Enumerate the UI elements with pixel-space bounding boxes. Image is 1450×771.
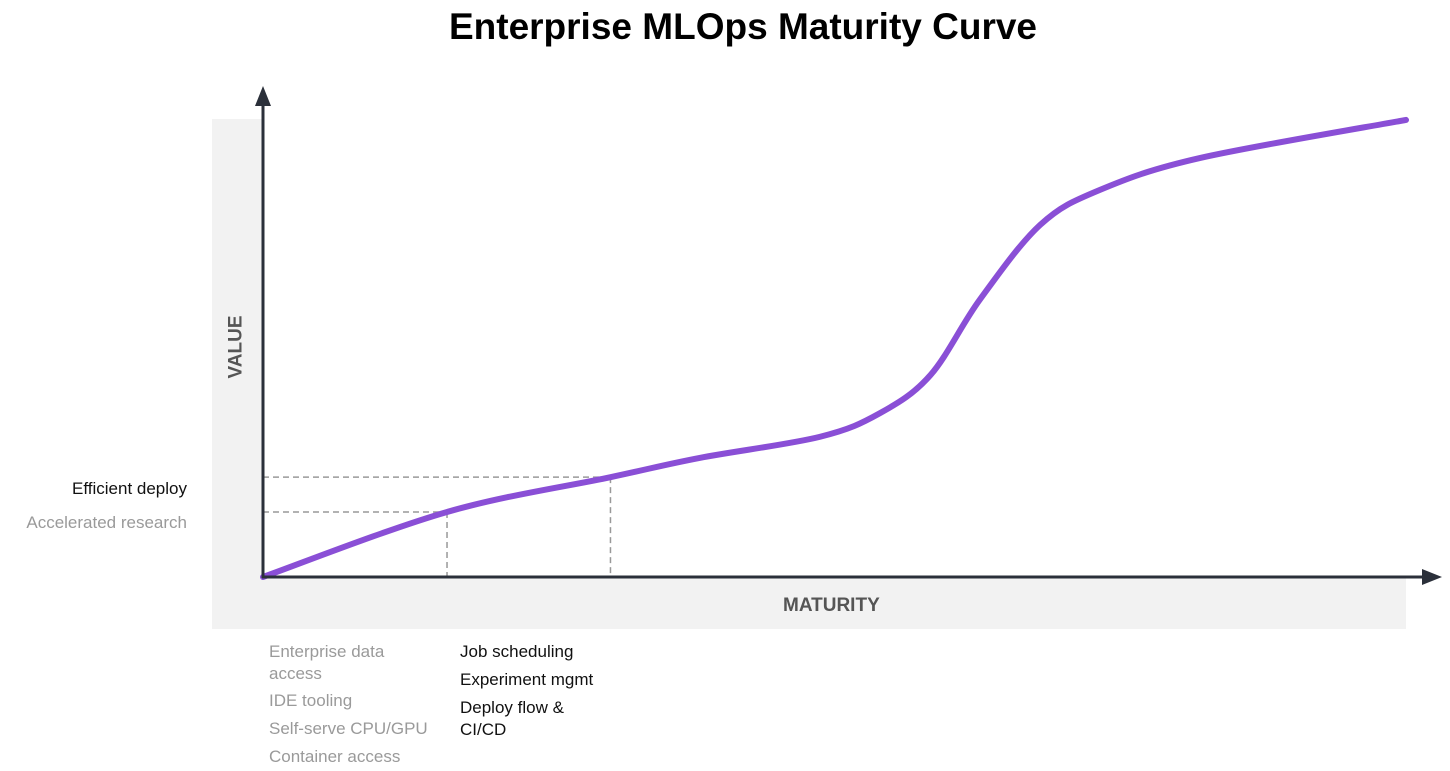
stage1-item: IDE tooling [269, 691, 353, 710]
y-axis-arrow-icon [255, 86, 271, 106]
stage1-item: Enterprise data access [269, 642, 385, 683]
stage2-item: Deploy flow & CI/CD [460, 698, 564, 739]
x-axis-arrow-icon [1422, 569, 1442, 585]
y-axis-label: VALUE [225, 315, 247, 379]
stage1-item: Container access [269, 747, 401, 766]
x-axis-label: MATURITY [783, 595, 880, 616]
y-annotation-accelerated-research: Accelerated research [26, 513, 187, 532]
background-panel [212, 119, 1406, 629]
chart-title: Enterprise MLOps Maturity Curve [448, 6, 1037, 47]
y-annotation-efficient-deploy: Efficient deploy [72, 479, 187, 498]
stage1-item: Self-serve CPU/GPU [269, 719, 428, 738]
stage2-item: Experiment mgmt [460, 670, 594, 689]
maturity-curve-line [260, 116, 1409, 580]
stage2-item: Job scheduling [460, 642, 574, 661]
